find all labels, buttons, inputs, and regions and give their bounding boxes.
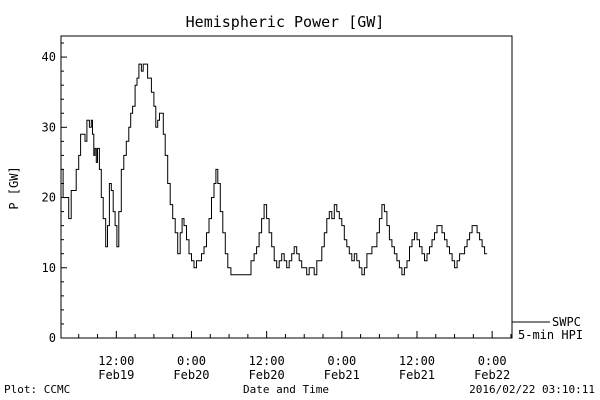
x-tick-time-label: 0:00	[327, 354, 356, 368]
y-tick-label: 20	[42, 191, 56, 205]
y-axis: 0 10 20 30 40	[42, 42, 67, 345]
y-tick-label: 40	[42, 50, 56, 64]
footer-timestamp: 2016/02/22 03:10:11	[469, 383, 595, 396]
footer-plot-credit: Plot: CCMC	[4, 383, 70, 396]
legend-line2: 5-min HPI	[518, 328, 583, 342]
series-line-swpc-hpi	[61, 63, 488, 276]
x-tick-date-label: Feb21	[324, 368, 360, 382]
x-tick-date-label: Feb21	[399, 368, 435, 382]
y-axis-label: P [GW]	[7, 166, 21, 209]
plot-frame	[60, 35, 513, 339]
x-tick-time-label: 12:00	[249, 354, 285, 368]
x-tick-date-label: Feb22	[474, 368, 510, 382]
x-tick-time-label: 12:00	[399, 354, 435, 368]
x-tick-time-label: 12:00	[98, 354, 134, 368]
x-tick-time-label: 0:00	[177, 354, 206, 368]
legend: SWPC 5-min HPI	[512, 315, 583, 342]
legend-line1: SWPC	[552, 315, 581, 329]
x-axis-label: Date and Time	[243, 383, 329, 396]
x-axis: 12:00Feb190:00Feb2012:00Feb200:00Feb2112…	[78, 331, 512, 382]
y-tick-label: 10	[42, 261, 56, 275]
x-tick-date-label: Feb20	[173, 368, 209, 382]
chart-title: Hemispheric Power [GW]	[186, 13, 385, 31]
x-tick-time-label: 0:00	[478, 354, 507, 368]
y-tick-label: 30	[42, 120, 56, 134]
x-tick-date-label: Feb20	[249, 368, 285, 382]
y-tick-label: 0	[49, 331, 56, 345]
x-tick-date-label: Feb19	[98, 368, 134, 382]
